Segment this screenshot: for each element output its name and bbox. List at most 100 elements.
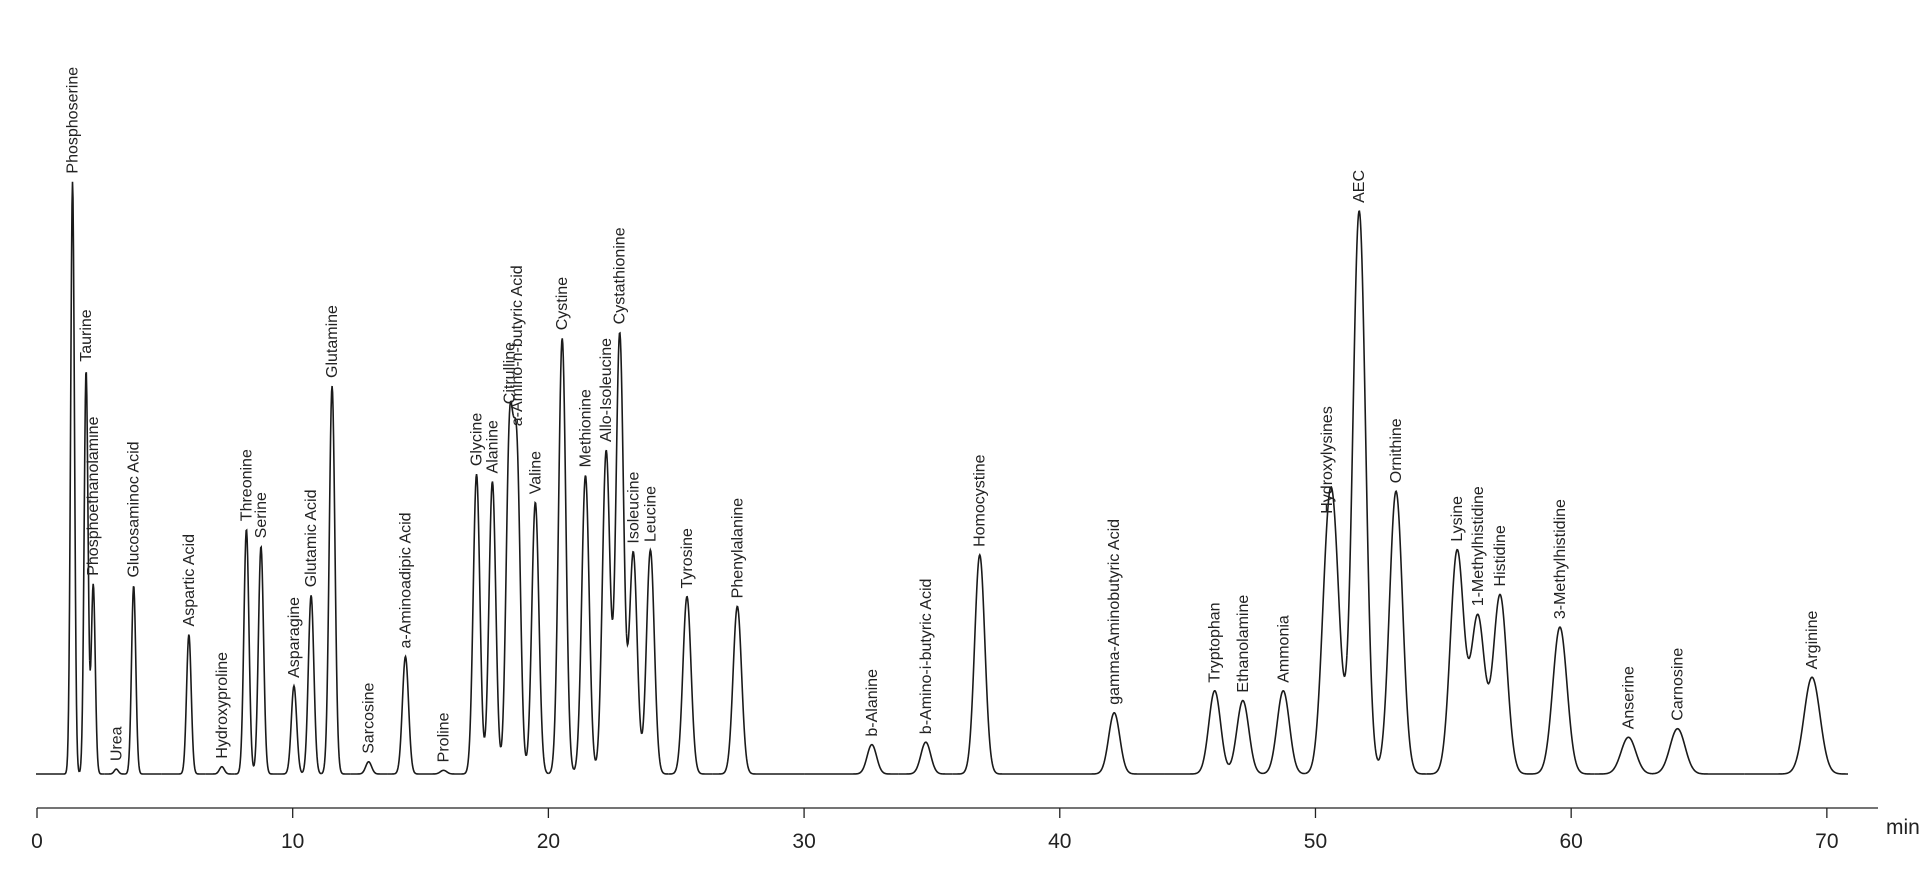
peak (104, 768, 126, 775)
peak (321, 385, 351, 775)
peak (1262, 689, 1306, 775)
x-axis-unit: min (1886, 816, 1920, 839)
peak (350, 760, 388, 775)
peak (36, 181, 80, 775)
peak-label: Ornithine (1388, 418, 1405, 483)
peak-label: Allo-Isoleucine (598, 338, 615, 442)
peak-label: 1-Methylhistidine (1470, 486, 1487, 606)
peak (1652, 727, 1745, 775)
peak (500, 400, 515, 748)
peak (1346, 210, 1379, 760)
x-tick-label: 30 (792, 830, 815, 853)
peak-label: Tyrosine (679, 528, 696, 589)
peak-label: a-Aminoadipic Acid (397, 512, 414, 648)
peak-label: Threonine (238, 449, 255, 521)
peak-label: Proline (436, 712, 453, 762)
peak-label: Aspartic Acid (181, 534, 198, 626)
peak-label: Hydroxyproline (214, 652, 231, 759)
peak-label: Phenylalanine (729, 498, 746, 599)
peak (668, 595, 713, 775)
peak (483, 481, 502, 748)
peak (387, 654, 425, 775)
peak-label: Alanine (484, 420, 501, 473)
peak-label: Ethanolamine (1235, 595, 1252, 693)
peak-label: Asparagine (286, 597, 303, 678)
peak (124, 585, 162, 775)
peak-label: Isoleucine (625, 471, 642, 543)
peak (641, 547, 669, 775)
peak (898, 741, 953, 775)
peak (161, 634, 206, 775)
peak-label: Glutamine (324, 305, 341, 378)
peak-label: Glucosaminoc Acid (126, 441, 143, 577)
peak-label: AEC (1351, 170, 1368, 203)
peak (525, 500, 549, 775)
peak-label: Ammonia (1275, 615, 1292, 683)
peak (1164, 690, 1230, 775)
peak-label: gamma-Aminobutyric Acid (1106, 519, 1123, 705)
peak-label: Histidine (1492, 525, 1509, 586)
peak-label: a-Amino-n-butyric Acid (509, 265, 526, 426)
peak-label: Lysine (1449, 496, 1466, 542)
peak-label: Phosphoethanolamine (85, 416, 102, 575)
peak-label: b-Amino-i-butyric Acid (918, 579, 935, 735)
peak (1376, 489, 1427, 775)
peak (1304, 486, 1332, 775)
x-tick-label: 0 (31, 830, 43, 853)
x-tick-label: 40 (1048, 830, 1071, 853)
peak (277, 683, 304, 775)
peak-label: Cystathionine (612, 227, 629, 324)
peak (1228, 699, 1264, 775)
x-tick-label: 70 (1815, 830, 1838, 853)
peak (1744, 676, 1848, 775)
peak-label: Serine (253, 492, 270, 538)
peak (595, 449, 614, 761)
peak-label: Methionine (577, 389, 594, 467)
peak-label: Taurine (78, 309, 95, 362)
peak (252, 544, 278, 775)
peak (512, 415, 527, 757)
peak-label: Citrulline (502, 342, 519, 404)
peak (712, 605, 805, 775)
peak (573, 475, 597, 771)
peak-label: Phosphoserine (65, 67, 82, 174)
peak (612, 331, 628, 634)
peak (234, 528, 255, 775)
peak-label: b-Alanine (864, 669, 881, 737)
peak (1466, 613, 1490, 685)
peak (424, 769, 461, 775)
peak (78, 372, 91, 773)
peak (1046, 712, 1165, 775)
peak (205, 765, 235, 775)
peak-label: Urea (108, 726, 125, 761)
peak (1488, 593, 1530, 775)
peak (952, 553, 1047, 775)
peak-label: Arginine (1804, 610, 1821, 669)
peak (88, 583, 105, 775)
peak (548, 338, 575, 775)
x-tick-label: 10 (281, 830, 304, 853)
peak (1426, 548, 1469, 775)
peak-label: Tryptophan (1207, 602, 1224, 682)
peak (301, 595, 322, 775)
peak-label: Cystine (554, 277, 571, 330)
peak-label: Leucine (642, 486, 659, 542)
peak (1530, 626, 1595, 775)
peak (460, 473, 486, 775)
peak (1330, 486, 1348, 678)
peak-label: Anserine (1620, 666, 1637, 729)
x-tick-label: 20 (537, 830, 560, 853)
peak-label: Homocystine (972, 454, 989, 547)
peak-label: Glutamic Acid (303, 489, 320, 587)
peak (804, 743, 899, 775)
peak-label: Carnosine (1670, 648, 1687, 721)
x-tick-label: 60 (1559, 830, 1582, 853)
peak (625, 550, 643, 735)
peak (1594, 736, 1653, 775)
peak-label: 3-Methylhistidine (1552, 499, 1569, 619)
peak-label: Sarcosine (361, 683, 378, 754)
peak-label: Glycine (469, 413, 486, 466)
x-tick-label: 50 (1304, 830, 1327, 853)
peak-label: Valine (527, 451, 544, 494)
